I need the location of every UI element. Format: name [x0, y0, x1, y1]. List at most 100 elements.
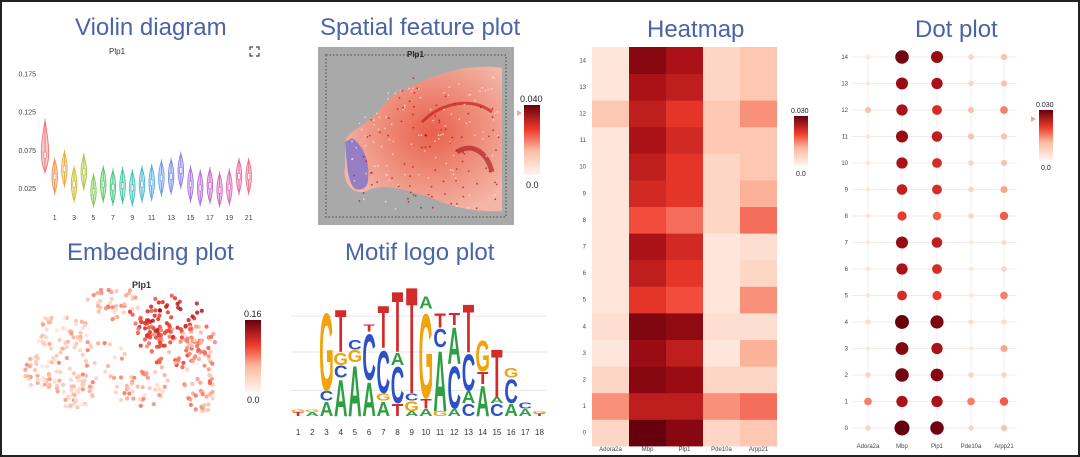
embedding-point: [96, 309, 101, 314]
spatial-spot: [467, 206, 470, 209]
violin-box: [198, 184, 202, 192]
spatial-spot: [423, 150, 426, 152]
spatial-spot: [365, 172, 367, 175]
dotplot-colorbar-min: 0.0: [1041, 165, 1051, 172]
embedding-colorbar-max: 0.16: [244, 309, 262, 319]
heatmap-cell: [629, 126, 666, 154]
dot-marker: [930, 368, 944, 382]
embedding-point: [47, 373, 52, 378]
embedding-colorbar: [245, 320, 261, 392]
spatial-spot: [370, 183, 373, 186]
embedding-point: [69, 384, 74, 389]
dot-y-tick: 11: [842, 135, 849, 141]
embedding-point: [41, 322, 46, 327]
embedding-point: [91, 292, 96, 298]
embedding-point: [113, 390, 118, 395]
embedding-point: [98, 287, 104, 293]
spatial-spot: [449, 169, 452, 171]
spatial-spot: [387, 134, 389, 137]
dot-marker: [895, 342, 909, 355]
violin-box: [179, 167, 183, 174]
embedding-point: [212, 340, 217, 345]
spatial-spot: [353, 174, 355, 177]
motif-letter: A: [519, 407, 533, 419]
dot-y-tick: 7: [845, 241, 849, 247]
dot-marker: [865, 319, 871, 325]
embedding-point: [77, 348, 83, 353]
heatmap-cell: [592, 286, 629, 314]
spatial-spot: [411, 113, 414, 116]
embedding-point: [49, 346, 54, 351]
spatial-spot: [494, 181, 496, 184]
motif-letter: A: [490, 396, 504, 405]
spatial-spot: [479, 90, 481, 92]
spatial-spot: [392, 140, 395, 143]
heatmap-y-tick: 12: [579, 112, 586, 118]
embedding-point: [123, 293, 129, 298]
heatmap-cell: [740, 153, 777, 181]
embedding-point: [131, 396, 136, 401]
heatmap-cell: [703, 126, 740, 154]
embedding-point: [132, 375, 137, 380]
spatial-colorbar-pointer[interactable]: [517, 110, 522, 116]
heatmap-cell: [592, 100, 629, 128]
motif-letter: C: [433, 324, 447, 353]
spatial-spot: [397, 183, 400, 186]
dot-marker: [895, 130, 909, 143]
dot-marker: [1001, 239, 1007, 246]
heatmap-colorbar: [794, 116, 808, 166]
embedding-point: [79, 319, 84, 324]
heatmap-y-tick: 7: [583, 245, 587, 251]
embedding-point: [122, 351, 127, 357]
spatial-spot: [448, 86, 451, 88]
embedding-point: [58, 369, 63, 375]
spatial-spot: [434, 115, 436, 117]
embedding-point: [167, 323, 172, 328]
heatmap-cell: [703, 366, 740, 394]
dot-x-tick: Arpp21: [994, 444, 1014, 450]
dotplot-colorbar-max: 0.030: [1036, 102, 1054, 109]
heatmap-cell: [666, 206, 703, 234]
spatial-colorbar: [524, 105, 540, 175]
spatial-panel-title: Spatial feature plot: [320, 14, 521, 41]
heatmap-y-tick: 6: [583, 271, 587, 277]
embedding-point: [78, 338, 83, 343]
embedding-point: [80, 326, 85, 331]
embedding-point: [111, 375, 117, 380]
embedding-point: [39, 334, 44, 339]
motif-letter: A: [391, 349, 405, 368]
motif-x-tick: 5: [353, 428, 358, 437]
spatial-spot: [497, 134, 499, 137]
heatmap-y-tick: 9: [583, 191, 587, 197]
embedding-point: [205, 407, 211, 412]
spatial-spot: [494, 194, 497, 196]
dot-marker: [897, 211, 907, 221]
spatial-spot: [462, 151, 465, 154]
violin-box: [62, 165, 66, 173]
heatmap-cell: [629, 313, 666, 340]
embedding-point: [169, 315, 174, 320]
embedding-point: [72, 345, 77, 350]
spatial-spot: [450, 113, 453, 115]
embedding-point: [44, 335, 49, 340]
spatial-spot: [484, 89, 487, 92]
spatial-spot: [388, 117, 390, 119]
motif-letter: A: [504, 401, 518, 420]
embedding-point: [67, 366, 72, 371]
spatial-spot: [391, 177, 393, 180]
expand-icon[interactable]: [249, 46, 260, 57]
embedding-point: [142, 337, 147, 342]
spatial-spot: [442, 91, 445, 94]
embedding-point: [108, 374, 113, 379]
embedding-point: [84, 363, 90, 368]
embedding-point: [55, 383, 60, 389]
dot-marker: [968, 425, 974, 431]
spatial-high-region-2: [455, 145, 495, 173]
embedding-point: [122, 302, 127, 307]
dotplot-colorbar-pointer[interactable]: [1031, 116, 1036, 122]
embedding-point: [207, 381, 212, 386]
embedding-point: [165, 310, 170, 315]
embedding-point: [202, 403, 207, 408]
embedding-point: [210, 389, 215, 395]
spatial-spot: [408, 100, 411, 103]
